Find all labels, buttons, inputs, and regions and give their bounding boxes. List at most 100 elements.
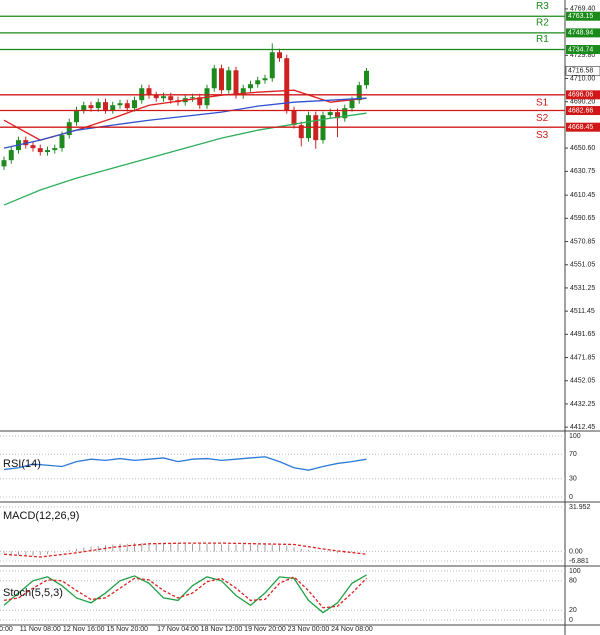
x-tick-label: 19 Nov 20:00 <box>244 626 286 633</box>
candle-body <box>52 148 58 151</box>
candle-body <box>356 85 362 101</box>
last-price: 4716.58 <box>568 68 593 75</box>
indicator-tick-label: 100 <box>569 433 581 440</box>
candle-body <box>23 140 29 146</box>
indicator-tick-label: 100 <box>569 568 581 575</box>
indicator-line <box>3 456 367 471</box>
candle-body <box>248 84 253 89</box>
y-tick-label: 4650.60 <box>570 145 595 152</box>
candle-body <box>161 96 166 99</box>
indicator-tick-label: 30 <box>569 476 577 483</box>
x-tick-label: 12 Nov 16:00 <box>63 626 105 633</box>
level-name: R3 <box>536 1 549 12</box>
indicator-tick-label: 20 <box>569 607 577 614</box>
y-tick-label: 4491.65 <box>570 331 595 338</box>
y-tick-label: 4690.20 <box>570 99 595 106</box>
level-price: 4682.66 <box>568 107 593 114</box>
level-price: 4748.94 <box>568 30 593 37</box>
candle-body <box>298 125 304 139</box>
x-tick-label: 17 Nov 04:00 <box>157 626 199 633</box>
candle-body <box>59 135 65 149</box>
candle-body <box>117 103 123 106</box>
level-price: 4734.74 <box>568 46 593 53</box>
y-tick-label: 4769.40 <box>570 6 595 13</box>
candle-body <box>81 105 87 111</box>
last-price-box <box>565 65 600 76</box>
candle-body <box>255 80 261 85</box>
level-price-box <box>566 106 600 116</box>
candle-body <box>211 68 217 89</box>
candle-body <box>233 70 239 96</box>
y-tick-label: 4511.45 <box>570 308 595 315</box>
candle-body <box>349 100 355 109</box>
candle-body <box>342 108 348 119</box>
candle-body <box>45 150 50 153</box>
x-tick-label: 00:00 <box>0 626 13 633</box>
indicator-tick-label: 0 <box>569 494 573 501</box>
candle-body <box>37 148 43 153</box>
candle-body <box>8 150 14 161</box>
candle-body <box>262 78 268 81</box>
indicator-tick-label: 0 <box>569 617 573 624</box>
level-price-box <box>566 90 600 100</box>
y-tick-label: 4452.05 <box>570 378 595 385</box>
x-tick-label: 24 Nov 08:00 <box>331 626 373 633</box>
y-tick-label: 4610.45 <box>570 192 595 199</box>
candle-body <box>168 96 174 101</box>
level-price: 4696.06 <box>568 92 593 99</box>
candle-body <box>103 102 108 111</box>
candle-body <box>219 68 224 91</box>
indicator-line <box>3 97 367 149</box>
y-tick-label: 4570.85 <box>570 238 595 245</box>
y-tick-label: 4551.05 <box>570 262 595 269</box>
level-name: S1 <box>536 97 549 108</box>
indicator-line <box>3 542 367 558</box>
level-price: 4668.45 <box>568 124 593 131</box>
level-price: 4763.15 <box>568 13 593 20</box>
candle-body <box>335 112 340 119</box>
indicator-tick-label: 70 <box>569 451 577 458</box>
candle-body <box>226 70 232 91</box>
level-name: S2 <box>536 113 549 124</box>
candle-body <box>327 112 333 116</box>
indicator-title: MACD(12,26,9) <box>3 510 79 522</box>
indicator-line <box>3 112 367 206</box>
candle-body <box>284 58 290 111</box>
candle-body <box>74 110 79 123</box>
y-tick-label: 4531.25 <box>570 285 595 292</box>
candle-body <box>1 160 7 167</box>
indicator-tick-label: 31.952 <box>569 504 591 511</box>
indicator-tick-label: -6.881 <box>569 558 589 565</box>
candle-body <box>240 88 246 96</box>
level-price-box <box>566 45 600 55</box>
y-tick-label: 4710.00 <box>570 75 595 82</box>
level-price-box <box>566 28 600 38</box>
level-name: R1 <box>536 34 549 45</box>
y-tick-label: 4412.45 <box>570 424 595 431</box>
candle-body <box>153 95 159 99</box>
y-tick-label: 4590.65 <box>570 215 595 222</box>
candle-body <box>146 88 152 96</box>
indicator-line <box>3 574 367 614</box>
y-tick-label: 4471.85 <box>570 354 595 361</box>
candle-body <box>30 145 36 149</box>
y-tick-label: 4630.75 <box>570 168 595 175</box>
indicator-title: Stoch(5,5,3) <box>3 587 63 599</box>
candle-body <box>110 105 116 111</box>
indicator-line <box>3 576 367 609</box>
candle-body <box>132 100 137 109</box>
x-tick-label: 18 Nov 12:00 <box>201 626 243 633</box>
level-price-box <box>566 11 600 21</box>
y-tick-label: 4729.80 <box>570 52 595 59</box>
level-price-box <box>566 122 600 132</box>
candle-body <box>66 122 72 136</box>
indicator-tick-label: 80 <box>569 578 577 585</box>
candle-body <box>190 97 195 99</box>
candle-body <box>269 52 275 79</box>
candle-body <box>124 103 130 109</box>
level-name: R2 <box>536 18 549 29</box>
candle-body <box>277 52 282 59</box>
level-name: S3 <box>536 130 549 141</box>
y-tick-label: 4432.25 <box>570 401 595 408</box>
